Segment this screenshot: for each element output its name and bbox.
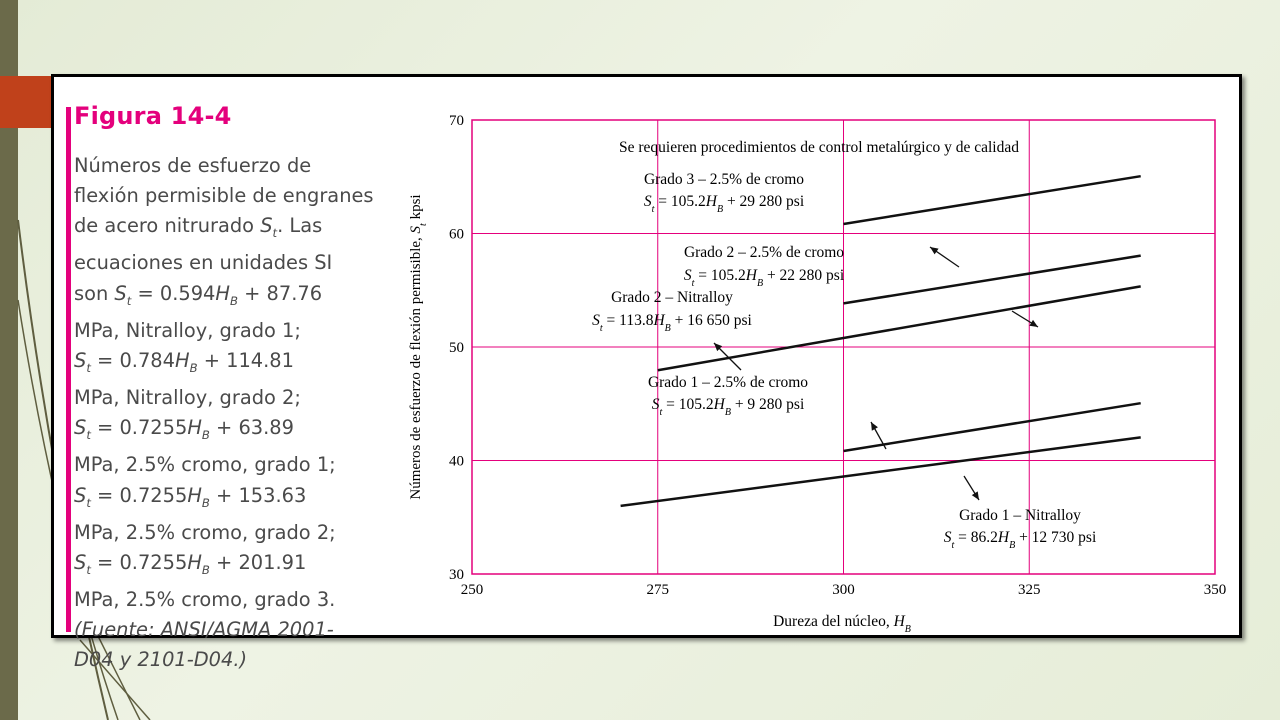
hardness-stress-chart: 250 275 300 325 350 30 40 50 60 70 Se requieren pr… [408,113,1226,632]
figure-title: Figura 14-4 [74,102,232,130]
x-tick-label: 300 [832,582,855,598]
caption-line: ecuaciones en unidades SI [74,251,333,275]
plot-frame [471,119,1216,575]
y-tick-label: 30 [449,567,464,583]
caption-line: Números de esfuerzo de [74,154,312,177]
caption-line: son St = 0.594HB + 87.76 [74,281,323,308]
caption-line: D04 y 2101-D04.) [74,648,248,672]
series-line [843,401,1141,453]
series-equation-label: St​ = 105.2HB​ + 29 280 psi [644,193,805,215]
caption-line: MPa, Nitralloy, grado 2; [74,386,301,410]
axes: 250 275 300 325 350 30 40 50 60 70 Se requieren pr… [408,113,1226,632]
y-tick-label: 50 [449,340,464,356]
slide-sidebar [0,0,18,720]
caption-line: MPa, 2.5% cromo, grado 2; [74,520,336,544]
caption-line: MPa, Nitralloy, grado 1; [74,318,301,342]
series-line [620,436,1141,508]
series-name-label: Grado 2 – 2.5% de cromo [684,244,844,261]
series-equation-label: St​ = 105.2HB​ + 22 280 psi [684,267,845,289]
series-name-label: Grado 1 – Nitralloy [959,507,1081,524]
arrow-head [930,247,939,255]
x-tick-label: 350 [1204,582,1227,598]
caption-line: St = 0.7255HB + 63.89 [74,416,294,443]
y-tick-label: 60 [449,227,464,243]
chart-title: Se requieren procedimientos de control m… [619,139,1019,156]
x-tick-label: 275 [647,582,670,598]
series-name-label: Grado 2 – Nitralloy [611,289,733,306]
series-line [843,174,1141,226]
caption-bar [66,107,71,632]
arrow-head [1029,319,1038,327]
series-labels: Grado 3 – 2.5% de cromo St​ = 105.2HB​ + … [592,171,1097,551]
x-axis-label: Dureza del núcleo, HB​ [773,613,911,632]
y-tick-label: 40 [449,454,464,470]
series-equation-label: St​ = 113.8HB​ + 16 650 psi [592,312,752,334]
caption-line: flexión permisible de engranes [74,184,374,208]
caption-line: MPa, 2.5% cromo, grado 1; [74,453,336,477]
series-lines [620,174,1141,508]
label-arrows [713,246,1039,501]
arrow-head [971,491,979,500]
caption-line: (Fuente: ANSI/AGMA 2001- [74,618,334,642]
caption-line: MPa, 2.5% cromo, grado 3. [74,587,336,611]
caption-line: St = 0.7255HB + 153.63 [74,483,307,510]
series-line [657,285,1141,372]
series-name-label: Grado 1 – 2.5% de cromo [648,374,808,391]
series-equation-label: St​ = 86.2HB​ + 12 730 psi [944,529,1097,551]
figure-frame: Figura 14-4 Números de esfuerzo de flexió… [51,74,1242,671]
arrow-head [714,343,723,352]
caption-line: St = 0.784HB + 114.81 [74,348,294,375]
series-equation-label: St​ = 105.2HB​ + 9 280 psi [652,396,805,418]
accent-rectangle [0,76,52,128]
x-tick-label: 250 [461,582,484,598]
caption-line: St = 0.7255HB + 201.91 [74,550,307,577]
x-tick-label: 325 [1018,582,1041,598]
figure-caption: Números de esfuerzo de flexión permisible… [74,151,392,676]
grid [472,120,1215,574]
series-line [843,254,1141,305]
series-name-label: Grado 3 – 2.5% de cromo [644,171,804,188]
y-axis-label: Números de esfuerzo de flexión permisibl… [408,194,429,499]
caption-line: de acero nitrurado St. Las [74,214,323,241]
y-tick-label: 70 [449,113,464,129]
arrow-head [871,422,878,431]
